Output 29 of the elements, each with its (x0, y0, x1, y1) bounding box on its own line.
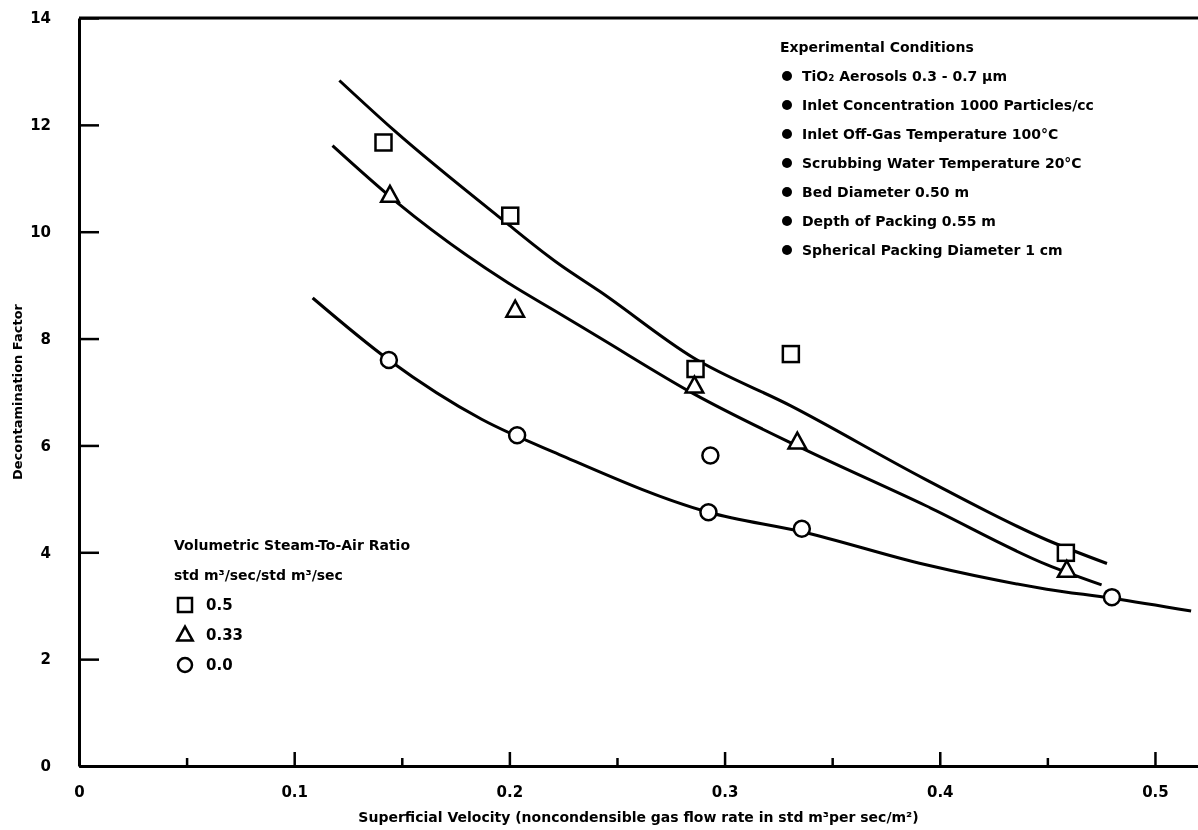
x-tick-label: 0.3 (711, 782, 739, 801)
x-axis-title: Superficial Velocity (noncondensible gas flow rate in std m³per sec/m²) (358, 809, 919, 825)
annotation: Scrubbing Water Temperature 20°C (802, 155, 1082, 171)
y-tick-label: 14 (30, 9, 51, 28)
x-tick-label: 0.4 (926, 782, 954, 801)
y-tick-label: 2 (40, 650, 51, 669)
legend-label: 0.5 (206, 596, 233, 614)
annotation: Depth of Packing 0.55 m (802, 213, 996, 229)
y-axis-title: Decontamination Factor (10, 303, 25, 481)
annotation: Inlet Concentration 1000 Particles/cc (802, 97, 1094, 113)
annotation: Bed Diameter 0.50 m (802, 184, 969, 200)
legend-label: 0.0 (206, 656, 233, 674)
y-tick-label: 6 (40, 436, 51, 455)
y-tick-label: 4 (40, 543, 51, 562)
x-tick-label: 0 (74, 782, 85, 801)
y-tick-label: 8 (40, 329, 51, 348)
annotation: TiO₂ Aerosols 0.3 - 0.7 μm (802, 68, 1007, 84)
annotation: Inlet Off-Gas Temperature 100°C (802, 126, 1059, 142)
annotation: Experimental Conditions (780, 39, 974, 55)
annotation: std m³/sec/std m³/sec (174, 567, 343, 583)
y-tick-label: 0 (40, 757, 51, 776)
legend-title: Volumetric Steam-To-Air Ratio (174, 537, 411, 553)
x-tick-label: 0.1 (281, 782, 308, 801)
legend-label: 0.33 (206, 626, 244, 644)
annotation: Spherical Packing Diameter 1 cm (802, 242, 1063, 258)
y-tick-label: 10 (30, 223, 51, 242)
x-tick-label: 0.5 (1142, 782, 1169, 801)
y-tick-label: 12 (30, 116, 51, 135)
x-tick-label: 0.2 (496, 782, 524, 801)
